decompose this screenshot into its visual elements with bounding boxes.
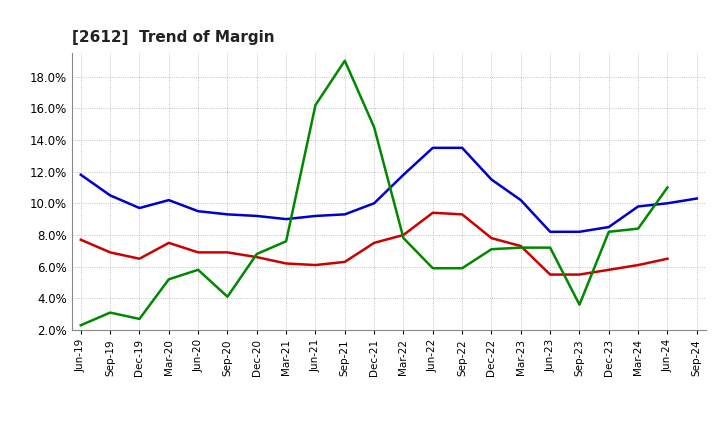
Ordinary Income (516, 198, 525, 203)
Operating Cashflow (282, 238, 290, 244)
Net Income (663, 256, 672, 261)
Operating Cashflow (253, 251, 261, 257)
Operating Cashflow (341, 58, 349, 63)
Ordinary Income (428, 145, 437, 150)
Operating Cashflow (194, 267, 202, 272)
Net Income (135, 256, 144, 261)
Ordinary Income (546, 229, 554, 235)
Ordinary Income (634, 204, 642, 209)
Ordinary Income (135, 205, 144, 211)
Ordinary Income (311, 213, 320, 219)
Ordinary Income (164, 198, 173, 203)
Operating Cashflow (428, 266, 437, 271)
Operating Cashflow (487, 246, 496, 252)
Ordinary Income (458, 145, 467, 150)
Net Income (370, 240, 379, 246)
Net Income (516, 243, 525, 249)
Net Income (487, 235, 496, 241)
Ordinary Income (693, 196, 701, 201)
Net Income (399, 232, 408, 238)
Line: Ordinary Income: Ordinary Income (81, 148, 697, 232)
Ordinary Income (487, 177, 496, 182)
Net Income (428, 210, 437, 216)
Operating Cashflow (458, 266, 467, 271)
Net Income (282, 261, 290, 266)
Operating Cashflow (546, 245, 554, 250)
Operating Cashflow (164, 277, 173, 282)
Line: Net Income: Net Income (81, 213, 667, 275)
Operating Cashflow (135, 316, 144, 322)
Text: [2612]  Trend of Margin: [2612] Trend of Margin (72, 29, 274, 45)
Operating Cashflow (106, 310, 114, 315)
Net Income (76, 237, 85, 242)
Ordinary Income (605, 224, 613, 230)
Operating Cashflow (311, 103, 320, 108)
Net Income (634, 262, 642, 268)
Ordinary Income (663, 201, 672, 206)
Operating Cashflow (76, 323, 85, 328)
Operating Cashflow (223, 294, 232, 299)
Operating Cashflow (399, 235, 408, 241)
Operating Cashflow (516, 245, 525, 250)
Ordinary Income (253, 213, 261, 219)
Net Income (164, 240, 173, 246)
Ordinary Income (223, 212, 232, 217)
Ordinary Income (76, 172, 85, 177)
Net Income (458, 212, 467, 217)
Net Income (575, 272, 584, 277)
Net Income (341, 259, 349, 264)
Ordinary Income (106, 193, 114, 198)
Ordinary Income (370, 201, 379, 206)
Ordinary Income (194, 209, 202, 214)
Ordinary Income (282, 216, 290, 222)
Net Income (106, 250, 114, 255)
Net Income (223, 250, 232, 255)
Ordinary Income (575, 229, 584, 235)
Net Income (311, 262, 320, 268)
Operating Cashflow (370, 125, 379, 130)
Operating Cashflow (634, 226, 642, 231)
Net Income (605, 267, 613, 272)
Net Income (194, 250, 202, 255)
Net Income (546, 272, 554, 277)
Operating Cashflow (575, 302, 584, 307)
Ordinary Income (341, 212, 349, 217)
Net Income (253, 254, 261, 260)
Ordinary Income (399, 172, 408, 177)
Line: Operating Cashflow: Operating Cashflow (81, 61, 667, 325)
Operating Cashflow (605, 229, 613, 235)
Operating Cashflow (663, 185, 672, 190)
